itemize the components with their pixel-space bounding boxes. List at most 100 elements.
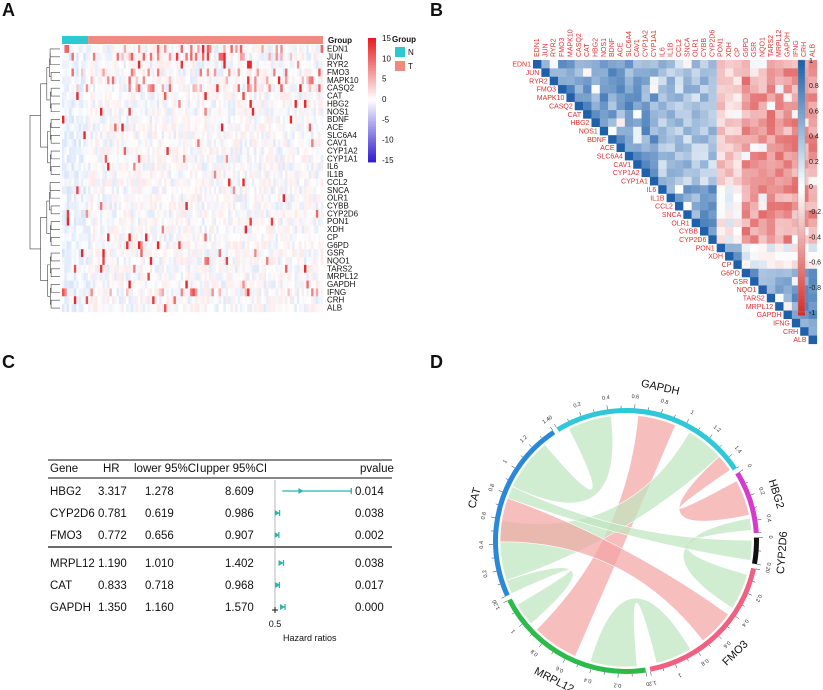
heatmap-cell xyxy=(318,202,321,211)
colorbar-step xyxy=(798,72,805,77)
heatmap-cell xyxy=(239,123,243,132)
correlation-cell xyxy=(733,227,742,236)
heatmap-cell xyxy=(242,92,245,101)
heatmap-cell xyxy=(285,264,288,273)
heatmap-cell xyxy=(204,92,208,101)
heatmap-cell xyxy=(239,154,243,163)
heatmap-cell xyxy=(95,280,98,289)
heatmap-cell xyxy=(275,194,279,203)
heatmap-cell xyxy=(99,217,103,226)
correlation-cell xyxy=(783,101,793,111)
heatmap-cell xyxy=(318,84,321,93)
column-label: EDN1 xyxy=(534,38,541,57)
heatmap-cell xyxy=(209,115,212,124)
sector-tick xyxy=(492,570,497,573)
correlation-cell xyxy=(758,151,767,161)
row-label: OLR1 xyxy=(327,194,348,203)
heatmap-cell xyxy=(249,76,253,85)
correlation-cell xyxy=(750,227,759,236)
heatmap-cell xyxy=(199,257,203,266)
correlation-cell xyxy=(750,218,759,228)
correlation-cell xyxy=(666,193,676,203)
heatmap-row xyxy=(62,76,324,85)
heatmap-cell xyxy=(99,115,103,124)
heatmap-cell xyxy=(204,280,208,289)
colorbar-step xyxy=(368,133,376,136)
heatmap-cell xyxy=(277,147,281,156)
heatmap-cell xyxy=(249,162,253,171)
heatmap-cell xyxy=(318,123,321,132)
colorbar-step xyxy=(368,60,376,64)
correlation-cell xyxy=(641,85,651,94)
heatmap-cell xyxy=(213,115,217,124)
sector-label: CAT xyxy=(466,486,483,510)
heatmap-cell xyxy=(69,139,72,148)
heatmap-cell xyxy=(149,233,153,242)
heatmap-cell xyxy=(78,162,82,171)
heatmap-cell xyxy=(239,257,243,266)
heatmap-cell xyxy=(107,241,110,250)
chord-link xyxy=(678,455,750,522)
heatmap-cell xyxy=(76,257,79,266)
heatmap-cell xyxy=(178,68,181,77)
correlation-cell xyxy=(775,277,784,286)
heatmap-cell xyxy=(97,178,101,187)
heatmap-cell xyxy=(62,233,65,242)
heatmap-cell xyxy=(161,178,165,187)
correlation-cell xyxy=(750,85,759,94)
heatmap-cell xyxy=(306,154,310,163)
heatmap-cell xyxy=(192,147,196,156)
correlation-cell xyxy=(758,93,767,102)
colorbar-step xyxy=(798,305,805,310)
heatmap-cell xyxy=(183,99,186,109)
heatmap-cell xyxy=(183,92,186,101)
heatmap-cell xyxy=(270,202,274,211)
heatmap-cell xyxy=(116,99,120,109)
group-bar-t xyxy=(88,36,323,44)
heatmap-cell xyxy=(235,84,238,93)
heatmap-cell xyxy=(256,272,260,281)
heatmap-cell xyxy=(213,154,217,163)
heatmap-cell xyxy=(216,178,219,187)
heatmap-cell xyxy=(168,123,172,132)
heatmap-cell xyxy=(263,84,267,93)
heatmap-cell xyxy=(266,45,269,54)
heatmap-cell xyxy=(292,68,295,77)
correlation-cell xyxy=(783,235,793,244)
heatmap-cell xyxy=(76,296,79,305)
correlation-cell xyxy=(691,160,701,169)
heatmap-cell xyxy=(64,107,68,116)
heatmap-cell xyxy=(318,45,321,54)
cell-upper: 1.402 xyxy=(225,558,254,570)
heatmap-cell xyxy=(152,280,155,289)
correlation-cell xyxy=(775,243,784,253)
heatmap-cell xyxy=(306,123,310,132)
heatmap-cell xyxy=(308,249,312,258)
colorbar-step xyxy=(798,267,805,271)
heatmap-cell xyxy=(232,202,236,211)
heatmap-cell xyxy=(244,186,248,195)
heatmap-cell xyxy=(171,162,174,171)
row-label: CYP1A1 xyxy=(621,179,648,186)
heatmap-cell xyxy=(313,76,317,85)
correlation-cell xyxy=(683,93,692,102)
heatmap-cell xyxy=(154,233,158,242)
heatmap-cell xyxy=(261,154,264,163)
colorbar-tick: 0 xyxy=(809,184,813,191)
heatmap-cell xyxy=(239,131,243,140)
heatmap-cell xyxy=(249,170,253,179)
heatmap-cell xyxy=(228,45,231,54)
cell-hr: 0.772 xyxy=(98,530,127,542)
correlation-cell xyxy=(725,76,734,86)
heatmap-cell xyxy=(185,194,189,203)
colorbar-step xyxy=(368,131,376,134)
sector-cyp2d6: 00.2 CYP2D6 xyxy=(752,531,790,574)
heatmap-row xyxy=(62,123,324,132)
heatmap-cell xyxy=(301,131,305,140)
heatmap-cell xyxy=(244,68,248,77)
heatmap-cell xyxy=(289,115,293,124)
heatmap-cell xyxy=(88,52,91,61)
colorbar-step xyxy=(798,232,805,236)
heatmap-cell xyxy=(280,131,283,140)
heatmap-cell xyxy=(99,241,103,250)
